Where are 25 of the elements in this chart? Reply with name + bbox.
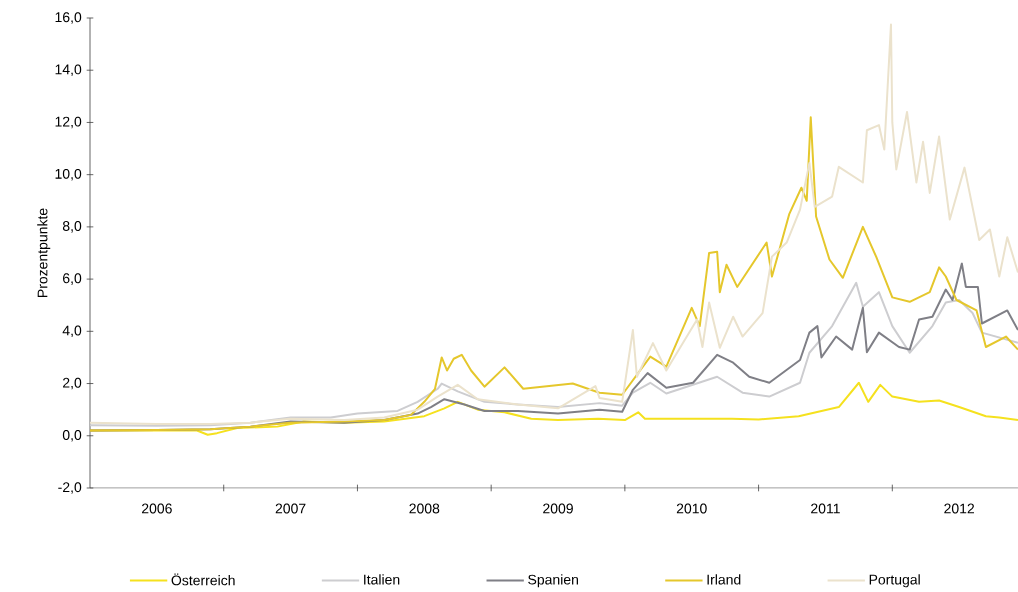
x-tick-label: 2008 [409, 503, 440, 514]
y-tick-label: 0,0 [62, 429, 82, 442]
x-tick-label: 2009 [543, 503, 573, 514]
y-tick-label: 6,0 [63, 273, 82, 285]
legend-label: Portugal [869, 574, 920, 588]
legend-label: Spanien [528, 574, 578, 588]
line-series [89, 23, 1018, 426]
legend-label: Österreich [171, 573, 235, 586]
y-tick-label: 8,0 [62, 221, 82, 233]
x-tick-label: 2010 [676, 503, 707, 514]
y-tick-label: 16,0 [55, 12, 82, 24]
line-series [89, 116, 1018, 432]
y-tick-label: 12,0 [55, 116, 82, 129]
y-tick-label: 4,0 [62, 325, 82, 338]
y-tick-label: -2,0 [58, 482, 82, 494]
legend-label: Irland [707, 574, 741, 585]
x-tick-label: 2007 [275, 503, 306, 514]
y-tick-label: 10,0 [55, 168, 82, 181]
legend-label: Italien [364, 574, 400, 585]
y-tick-label: 2,0 [63, 377, 82, 390]
y-axis-title: Prozentpunkte [37, 208, 51, 297]
x-tick-label: 2006 [142, 503, 172, 514]
x-tick-label: 2012 [944, 503, 975, 514]
y-tick-label: 14,0 [55, 64, 82, 77]
x-tick-label: 2011 [811, 503, 840, 514]
